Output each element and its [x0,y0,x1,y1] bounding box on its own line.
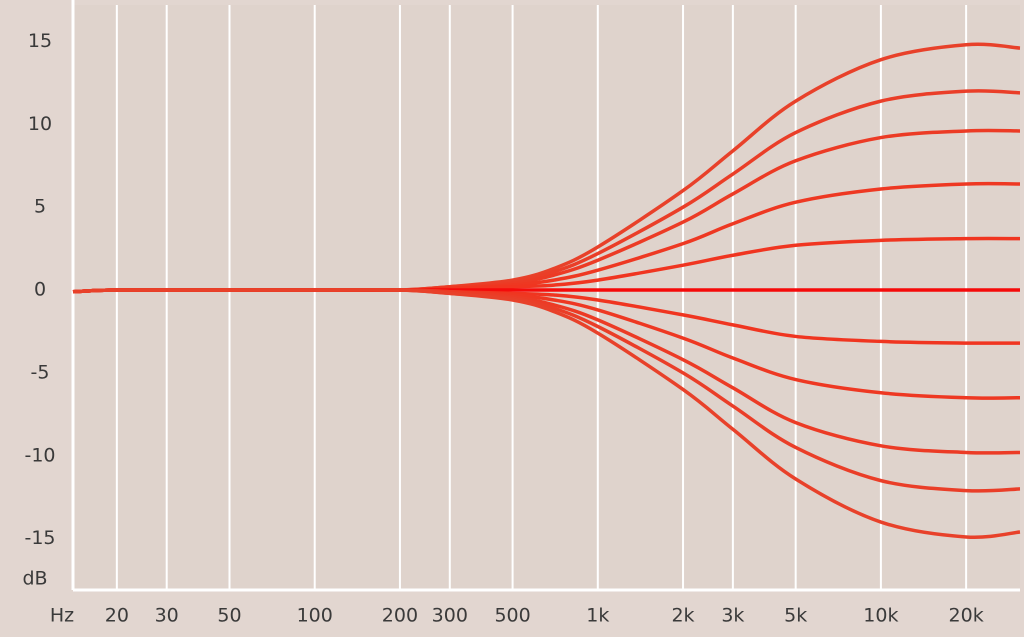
x-tick-label: 10k [863,605,898,627]
x-tick-label: 3k [721,605,744,627]
x-tick-label: 20 [105,605,129,627]
y-tick-label: -10 [24,444,55,466]
x-tick-label: 500 [494,605,530,627]
x-tick-label: 2k [671,605,694,627]
x-tick-label: 300 [432,605,468,627]
x-tick-label: 5k [784,605,807,627]
y-axis-label: dB [22,568,47,590]
x-axis-label: Hz [50,605,74,627]
x-tick-label: 1k [586,605,609,627]
x-tick-label: 100 [297,605,333,627]
y-tick-label: 15 [28,30,52,52]
y-tick-label: 0 [34,279,46,301]
y-tick-label: -5 [31,361,50,383]
y-tick-label: -15 [24,527,55,549]
x-tick-label: 200 [382,605,418,627]
x-tick-label: 30 [155,605,179,627]
x-tick-label: 20k [949,605,984,627]
x-tick-label: 50 [217,605,241,627]
y-tick-label: 10 [28,113,52,135]
line [72,288,1021,540]
y-tick-label: 5 [34,196,46,218]
